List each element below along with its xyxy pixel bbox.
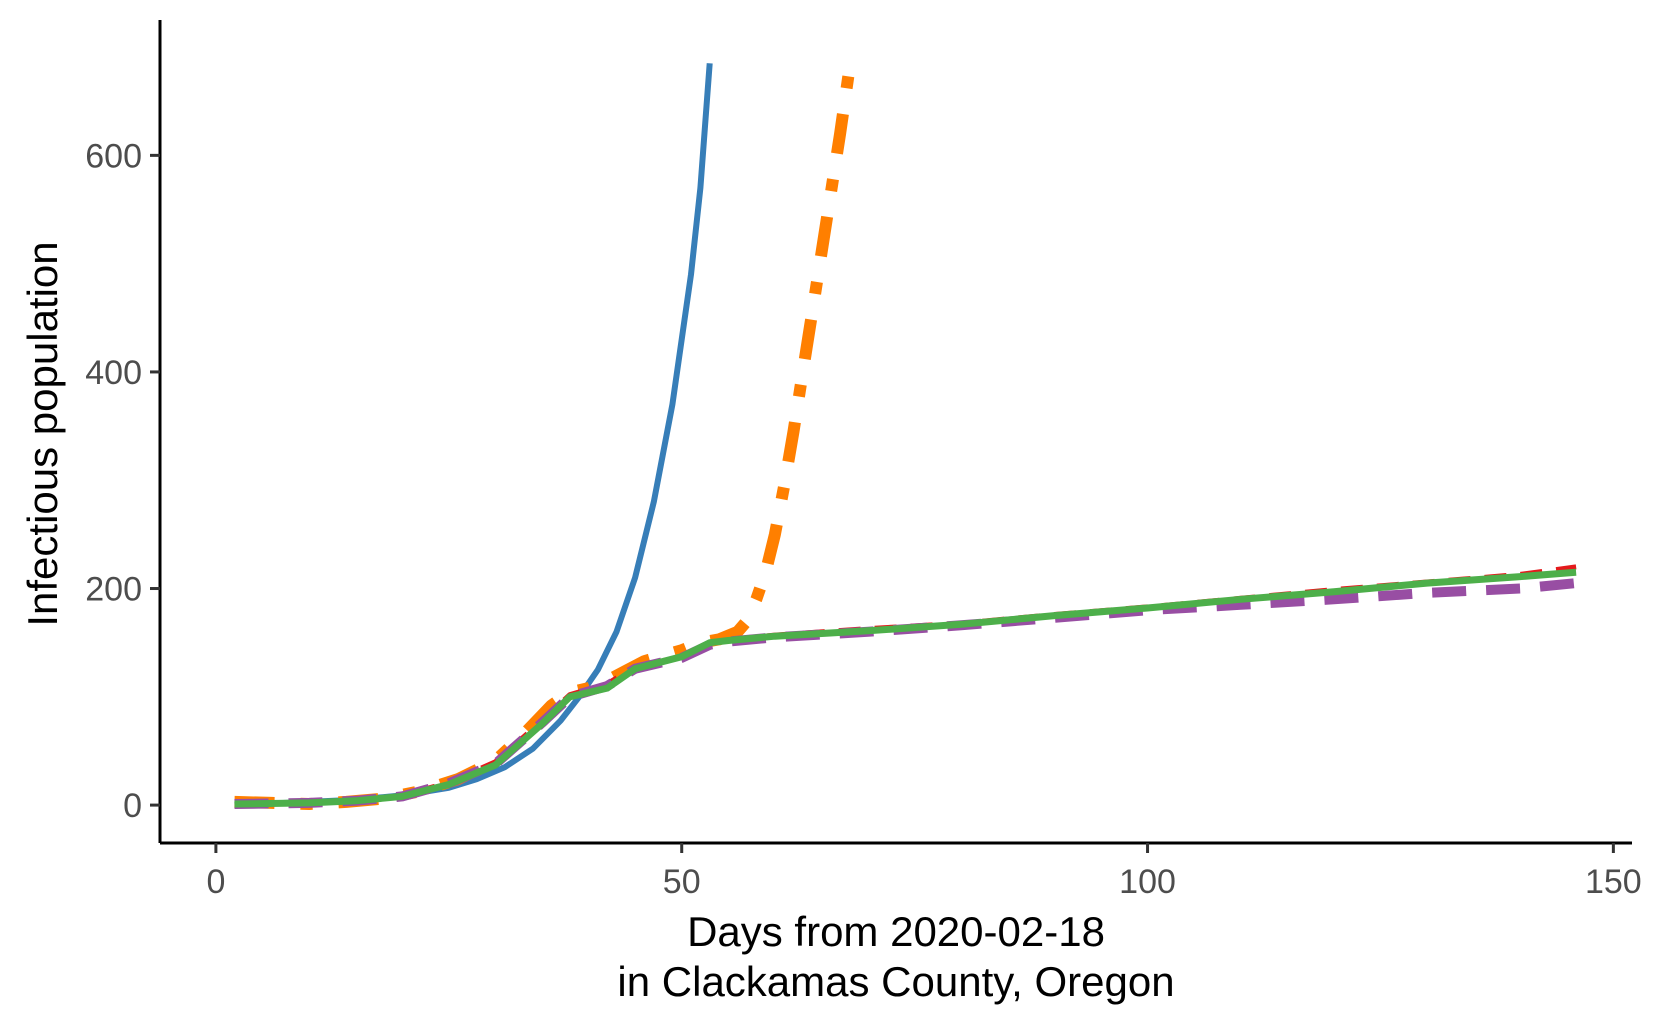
x-axis-title-line-1: Days from 2020-02-18 <box>687 908 1105 955</box>
y-tick-label: 0 <box>123 787 142 825</box>
x-tick-label: 50 <box>663 863 701 901</box>
x-tick-label: 100 <box>1119 863 1176 901</box>
series-line-5 <box>234 568 1577 808</box>
y-tick-label: 600 <box>85 137 142 175</box>
x-tick-label: 150 <box>1585 863 1642 901</box>
y-tick-label: 400 <box>85 354 142 392</box>
y-ticks: 0 200 400 600 <box>85 137 160 825</box>
series-layer <box>234 63 1577 810</box>
x-tick-label: 0 <box>206 863 225 901</box>
x-axis-title-line-2: in Clackamas County, Oregon <box>617 958 1174 1005</box>
y-axis-title: Infectious population <box>19 241 66 626</box>
y-tick-label: 200 <box>85 571 142 609</box>
x-ticks: 0 50 100 150 <box>206 843 1642 901</box>
